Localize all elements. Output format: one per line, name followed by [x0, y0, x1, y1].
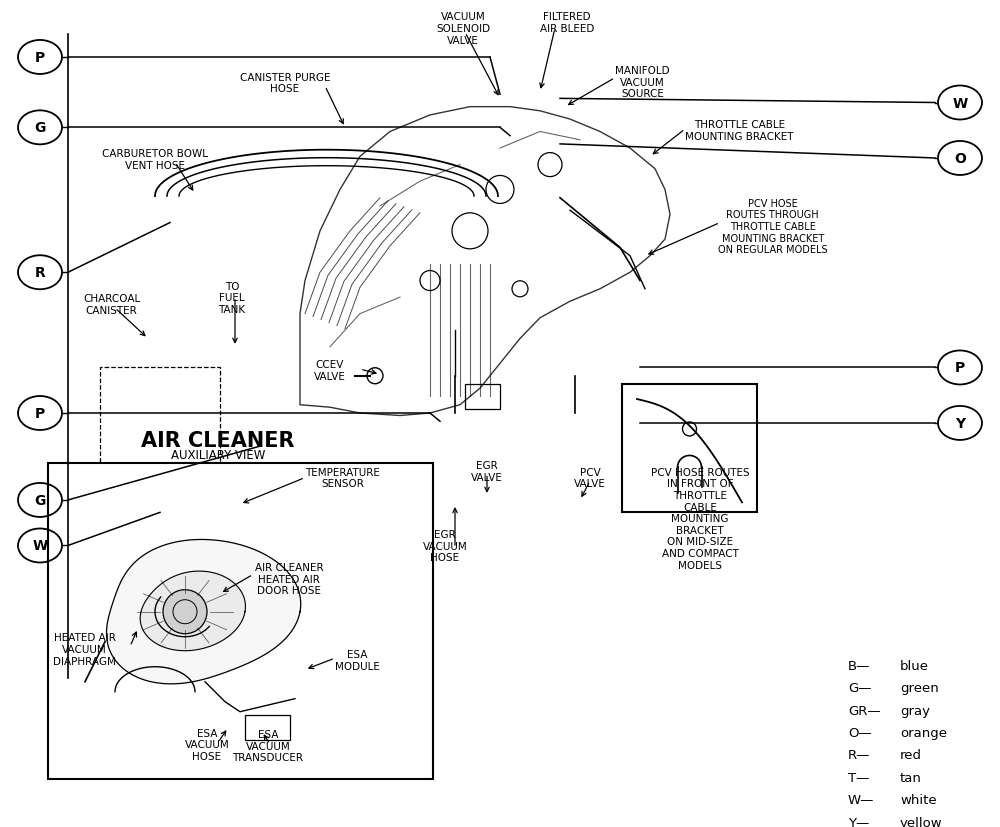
Text: P: P	[955, 361, 965, 375]
Text: CHARCOAL
CANISTER: CHARCOAL CANISTER	[83, 294, 140, 315]
Text: ESA
MODULE: ESA MODULE	[335, 649, 380, 671]
Text: PCV
VALVE: PCV VALVE	[574, 467, 606, 489]
Text: P: P	[35, 51, 45, 65]
Text: red: red	[900, 748, 922, 762]
Text: EGR
VACUUM
HOSE: EGR VACUUM HOSE	[423, 529, 467, 562]
Text: TO
FUEL
TANK: TO FUEL TANK	[218, 281, 246, 314]
Text: G: G	[34, 494, 46, 507]
Text: O: O	[954, 152, 966, 165]
Text: tan: tan	[900, 771, 922, 784]
Polygon shape	[140, 571, 245, 651]
Text: ESA
VACUUM
HOSE: ESA VACUUM HOSE	[185, 728, 229, 761]
Text: G: G	[34, 122, 46, 135]
Text: TEMPERATURE
SENSOR: TEMPERATURE SENSOR	[305, 467, 380, 489]
Text: PCV HOSE ROUTES
IN FRONT OF
THROTTLE
CABLE
MOUNTING
BRACKET
ON MID-SIZE
AND COMP: PCV HOSE ROUTES IN FRONT OF THROTTLE CAB…	[651, 467, 749, 570]
Text: green: green	[900, 681, 939, 695]
Text: gray: gray	[900, 704, 930, 717]
Text: B—: B—	[848, 659, 870, 672]
Bar	[100, 368, 220, 467]
Text: W: W	[952, 97, 968, 110]
Bar	[465, 385, 500, 409]
Text: Y—: Y—	[848, 815, 869, 827]
Text: CANISTER PURGE
HOSE: CANISTER PURGE HOSE	[240, 73, 330, 94]
Text: W—: W—	[848, 793, 874, 806]
Text: R: R	[35, 266, 45, 280]
Text: CCEV
VALVE: CCEV VALVE	[314, 360, 346, 381]
Text: Y: Y	[955, 417, 965, 430]
Text: AIR CLEANER: AIR CLEANER	[141, 430, 295, 450]
Circle shape	[163, 590, 207, 634]
Text: O—: O—	[848, 726, 872, 739]
Bar	[48, 463, 433, 779]
Text: MANIFOLD
VACUUM
SOURCE: MANIFOLD VACUUM SOURCE	[615, 66, 670, 99]
Text: HEATED AIR
VACUUM
DIAPHRAGM: HEATED AIR VACUUM DIAPHRAGM	[53, 633, 116, 666]
Text: VACUUM
SOLENOID
VALVE: VACUUM SOLENOID VALVE	[436, 12, 490, 45]
Polygon shape	[107, 540, 301, 684]
Text: orange: orange	[900, 726, 947, 739]
Text: FILTERED
AIR BLEED: FILTERED AIR BLEED	[540, 12, 594, 34]
Text: R—: R—	[848, 748, 870, 762]
Text: yellow: yellow	[900, 815, 943, 827]
Text: P: P	[35, 407, 45, 420]
Text: CARBURETOR BOWL
VENT HOSE: CARBURETOR BOWL VENT HOSE	[102, 149, 208, 170]
Text: blue: blue	[900, 659, 929, 672]
Text: white: white	[900, 793, 937, 806]
Text: G—: G—	[848, 681, 872, 695]
Text: THROTTLE CABLE
MOUNTING BRACKET: THROTTLE CABLE MOUNTING BRACKET	[685, 120, 794, 141]
Bar	[245, 715, 290, 740]
Text: W: W	[32, 539, 48, 552]
Text: AUXILIARY VIEW: AUXILIARY VIEW	[171, 448, 265, 461]
Bar	[622, 385, 757, 513]
Text: ESA
VACUUM
TRANSDUCER: ESA VACUUM TRANSDUCER	[232, 729, 304, 762]
Text: T—: T—	[848, 771, 869, 784]
Text: AIR CLEANER
HEATED AIR
DOOR HOSE: AIR CLEANER HEATED AIR DOOR HOSE	[255, 562, 324, 595]
Text: GR—: GR—	[848, 704, 881, 717]
Text: PCV HOSE
ROUTES THROUGH
THROTTLE CABLE
MOUNTING BRACKET
ON REGULAR MODELS: PCV HOSE ROUTES THROUGH THROTTLE CABLE M…	[718, 198, 828, 255]
Text: EGR
VALVE: EGR VALVE	[471, 461, 503, 482]
